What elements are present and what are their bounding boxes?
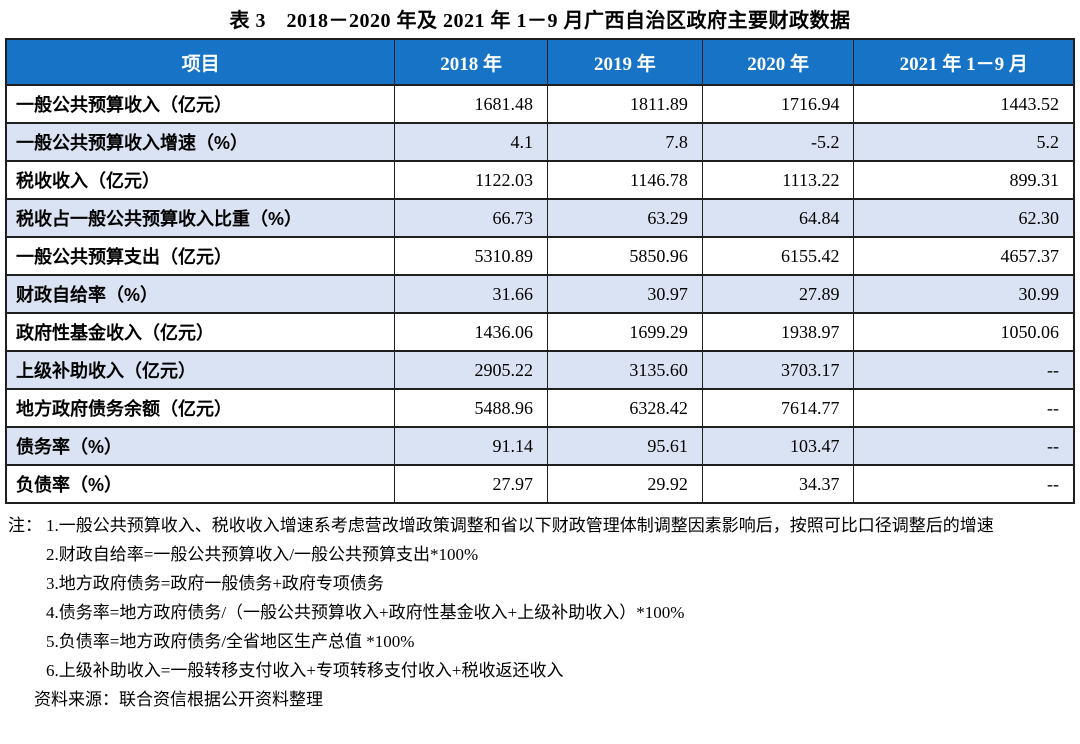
table-row: 地方政府债务余额（亿元） 5488.96 6328.42 7614.77 --: [5, 388, 1075, 428]
cell-value: 31.66: [394, 274, 548, 314]
cell-value: 7.8: [546, 122, 703, 162]
note-item: 4.债务率=地方政府债务/（一般公共预算收入+政府性基金收入+上级补助收入）*1…: [46, 603, 685, 622]
note-item: 3.地方政府债务=政府一般债务+政府专项债务: [46, 574, 384, 593]
table-row: 政府性基金收入（亿元） 1436.06 1699.29 1938.97 1050.06: [5, 312, 1075, 352]
row-label: 财政自给率（%）: [5, 274, 396, 314]
cell-value: 1716.94: [701, 84, 855, 124]
table-header-row: 项目 2018 年 2019 年 2020 年 2021 年 1－9 月: [5, 38, 1075, 86]
cell-value: --: [853, 464, 1075, 504]
cell-value: 29.92: [546, 464, 703, 504]
cell-value: 3135.60: [546, 350, 703, 390]
cell-value: 1050.06: [853, 312, 1075, 352]
table-head: 项目 2018 年 2019 年 2020 年 2021 年 1－9 月: [5, 38, 1075, 86]
cell-value: 6155.42: [701, 236, 855, 276]
cell-value: 2905.22: [394, 350, 548, 390]
row-label: 税收收入（亿元）: [5, 160, 396, 200]
column-header-0: 项目: [5, 38, 396, 86]
cell-value: --: [853, 426, 1075, 466]
cell-value: 1146.78: [546, 160, 703, 200]
table-row: 税收收入（亿元） 1122.03 1146.78 1113.22 899.31: [5, 160, 1075, 200]
cell-value: 4.1: [394, 122, 548, 162]
table-row: 一般公共预算收入增速（%） 4.1 7.8 -5.2 5.2: [5, 122, 1075, 162]
cell-value: 30.97: [546, 274, 703, 314]
column-header-2: 2019 年: [546, 38, 703, 86]
note-line: 注： 1.一般公共预算收入、税收收入增速系考虑营改增政策调整和省以下财政管理体制…: [8, 511, 1067, 540]
cell-value: 27.89: [701, 274, 855, 314]
row-label: 一般公共预算收入增速（%）: [5, 122, 396, 162]
cell-value: 1699.29: [546, 312, 703, 352]
row-label: 一般公共预算支出（亿元）: [5, 236, 396, 276]
table-row: 负债率（%） 27.97 29.92 34.37 --: [5, 464, 1075, 504]
cell-value: 5.2: [853, 122, 1075, 162]
cell-value: 66.73: [394, 198, 548, 238]
table-row: 一般公共预算收入（亿元） 1681.48 1811.89 1716.94 1443.52: [5, 84, 1075, 124]
cell-value: 7614.77: [701, 388, 855, 428]
notes-prefix: 注：: [8, 516, 42, 535]
cell-value: 27.97: [394, 464, 548, 504]
cell-value: 62.30: [853, 198, 1075, 238]
table-row: 债务率（%） 91.14 95.61 103.47 --: [5, 426, 1075, 466]
cell-value: --: [853, 388, 1075, 428]
table-row: 税收占一般公共预算收入比重（%） 66.73 63.29 64.84 62.30: [5, 198, 1075, 238]
row-label: 地方政府债务余额（亿元）: [5, 388, 396, 428]
row-label: 一般公共预算收入（亿元）: [5, 84, 396, 124]
cell-value: 5850.96: [546, 236, 703, 276]
cell-value: 1681.48: [394, 84, 548, 124]
cell-value: 63.29: [546, 198, 703, 238]
table-body: 一般公共预算收入（亿元） 1681.48 1811.89 1716.94 1443.52…: [5, 84, 1075, 504]
cell-value: 34.37: [701, 464, 855, 504]
row-label: 债务率（%）: [5, 426, 396, 466]
note-item: 5.负债率=地方政府债务/全省地区生产总值 *100%: [46, 632, 415, 651]
row-label: 上级补助收入（亿元）: [5, 350, 396, 390]
row-label: 政府性基金收入（亿元）: [5, 312, 396, 352]
cell-value: 1443.52: [853, 84, 1075, 124]
note-item: 6.上级补助收入=一般转移支付收入+专项转移支付收入+税收返还收入: [46, 661, 564, 680]
column-header-4: 2021 年 1－9 月: [853, 38, 1075, 86]
cell-value: --: [853, 350, 1075, 390]
table-row: 一般公共预算支出（亿元） 5310.89 5850.96 6155.42 4657.37: [5, 236, 1075, 276]
row-label: 负债率（%）: [5, 464, 396, 504]
cell-value: 1113.22: [701, 160, 855, 200]
notes-list: 2.财政自给率=一般公共预算收入/一般公共预算支出*100% 3.地方政府债务=政…: [8, 540, 1067, 685]
source-line: 资料来源：联合资信根据公开资料整理: [34, 690, 323, 709]
cell-value: 899.31: [853, 160, 1075, 200]
fiscal-data-table: 项目 2018 年 2019 年 2020 年 2021 年 1－9 月 一般公共预算收…: [5, 38, 1075, 504]
cell-value: 30.99: [853, 274, 1075, 314]
cell-value: 1436.06: [394, 312, 548, 352]
cell-value: 91.14: [394, 426, 548, 466]
cell-value: -5.2: [701, 122, 855, 162]
note-item: 2.财政自给率=一般公共预算收入/一般公共预算支出*100%: [46, 545, 479, 564]
table-row: 财政自给率（%） 31.66 30.97 27.89 30.99: [5, 274, 1075, 314]
cell-value: 1938.97: [701, 312, 855, 352]
table-row: 上级补助收入（亿元） 2905.22 3135.60 3703.17 --: [5, 350, 1075, 390]
cell-value: 6328.42: [546, 388, 703, 428]
cell-value: 5488.96: [394, 388, 548, 428]
table-title: 表 3 2018－2020 年及 2021 年 1－9 月广西自治区政府主要财政…: [229, 10, 851, 32]
column-header-1: 2018 年: [394, 38, 548, 86]
cell-value: 1811.89: [546, 84, 703, 124]
cell-value: 1122.03: [394, 160, 548, 200]
cell-value: 3703.17: [701, 350, 855, 390]
column-header-3: 2020 年: [701, 38, 855, 86]
cell-value: 4657.37: [853, 236, 1075, 276]
cell-value: 95.61: [546, 426, 703, 466]
cell-value: 64.84: [701, 198, 855, 238]
cell-value: 5310.89: [394, 236, 548, 276]
note-item: 1.一般公共预算收入、税收收入增速系考虑营改增政策调整和省以下财政管理体制调整因…: [46, 516, 994, 535]
cell-value: 103.47: [701, 426, 855, 466]
row-label: 税收占一般公共预算收入比重（%）: [5, 198, 396, 238]
notes-section: 注： 1.一般公共预算收入、税收收入增速系考虑营改增政策调整和省以下财政管理体制…: [5, 504, 1075, 714]
